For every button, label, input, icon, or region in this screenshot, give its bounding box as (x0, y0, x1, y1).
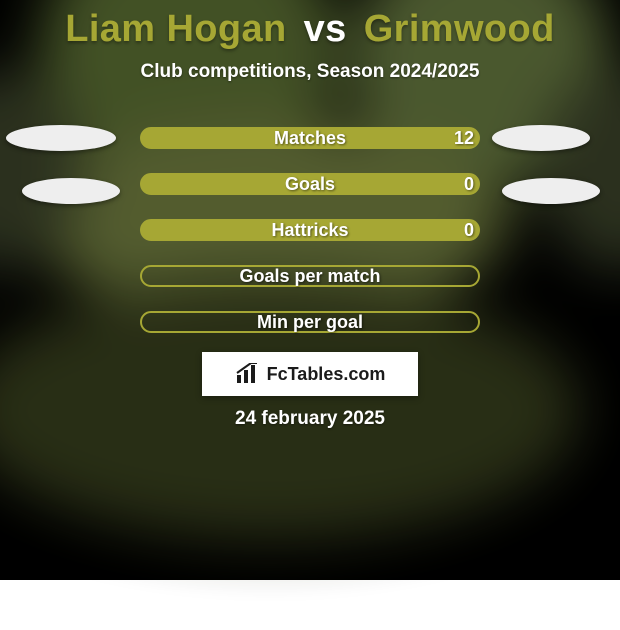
player1-name: Liam Hogan (65, 8, 286, 50)
player2-name: Grimwood (364, 8, 555, 50)
vs-separator: vs (304, 8, 347, 50)
stat-value-right: 0 (420, 219, 474, 241)
stats-list: Matches12 Goals0 Hattricks0 Goals per match… (0, 127, 620, 357)
stat-row: Goals per match (0, 265, 620, 287)
stat-value-right: 12 (420, 127, 474, 149)
brand-logo[interactable]: FcTables.com (202, 352, 418, 396)
brand-text: FcTables.com (267, 364, 386, 385)
stat-row: Goals0 (0, 173, 620, 195)
bar-chart-icon (235, 363, 261, 385)
page-title: Liam Hogan vs Grimwood (0, 0, 620, 51)
subtitle: Club competitions, Season 2024/2025 (0, 61, 620, 83)
stat-row: Min per goal (0, 311, 620, 333)
stat-label: Goals per match (140, 265, 480, 287)
date: 24 february 2025 (0, 408, 620, 430)
stat-row: Matches12 (0, 127, 620, 149)
stat-label: Min per goal (140, 311, 480, 333)
stat-value-right: 0 (420, 173, 474, 195)
content-container: Liam Hogan vs Grimwood Club competitions… (0, 0, 620, 580)
stat-row: Hattricks0 (0, 219, 620, 241)
